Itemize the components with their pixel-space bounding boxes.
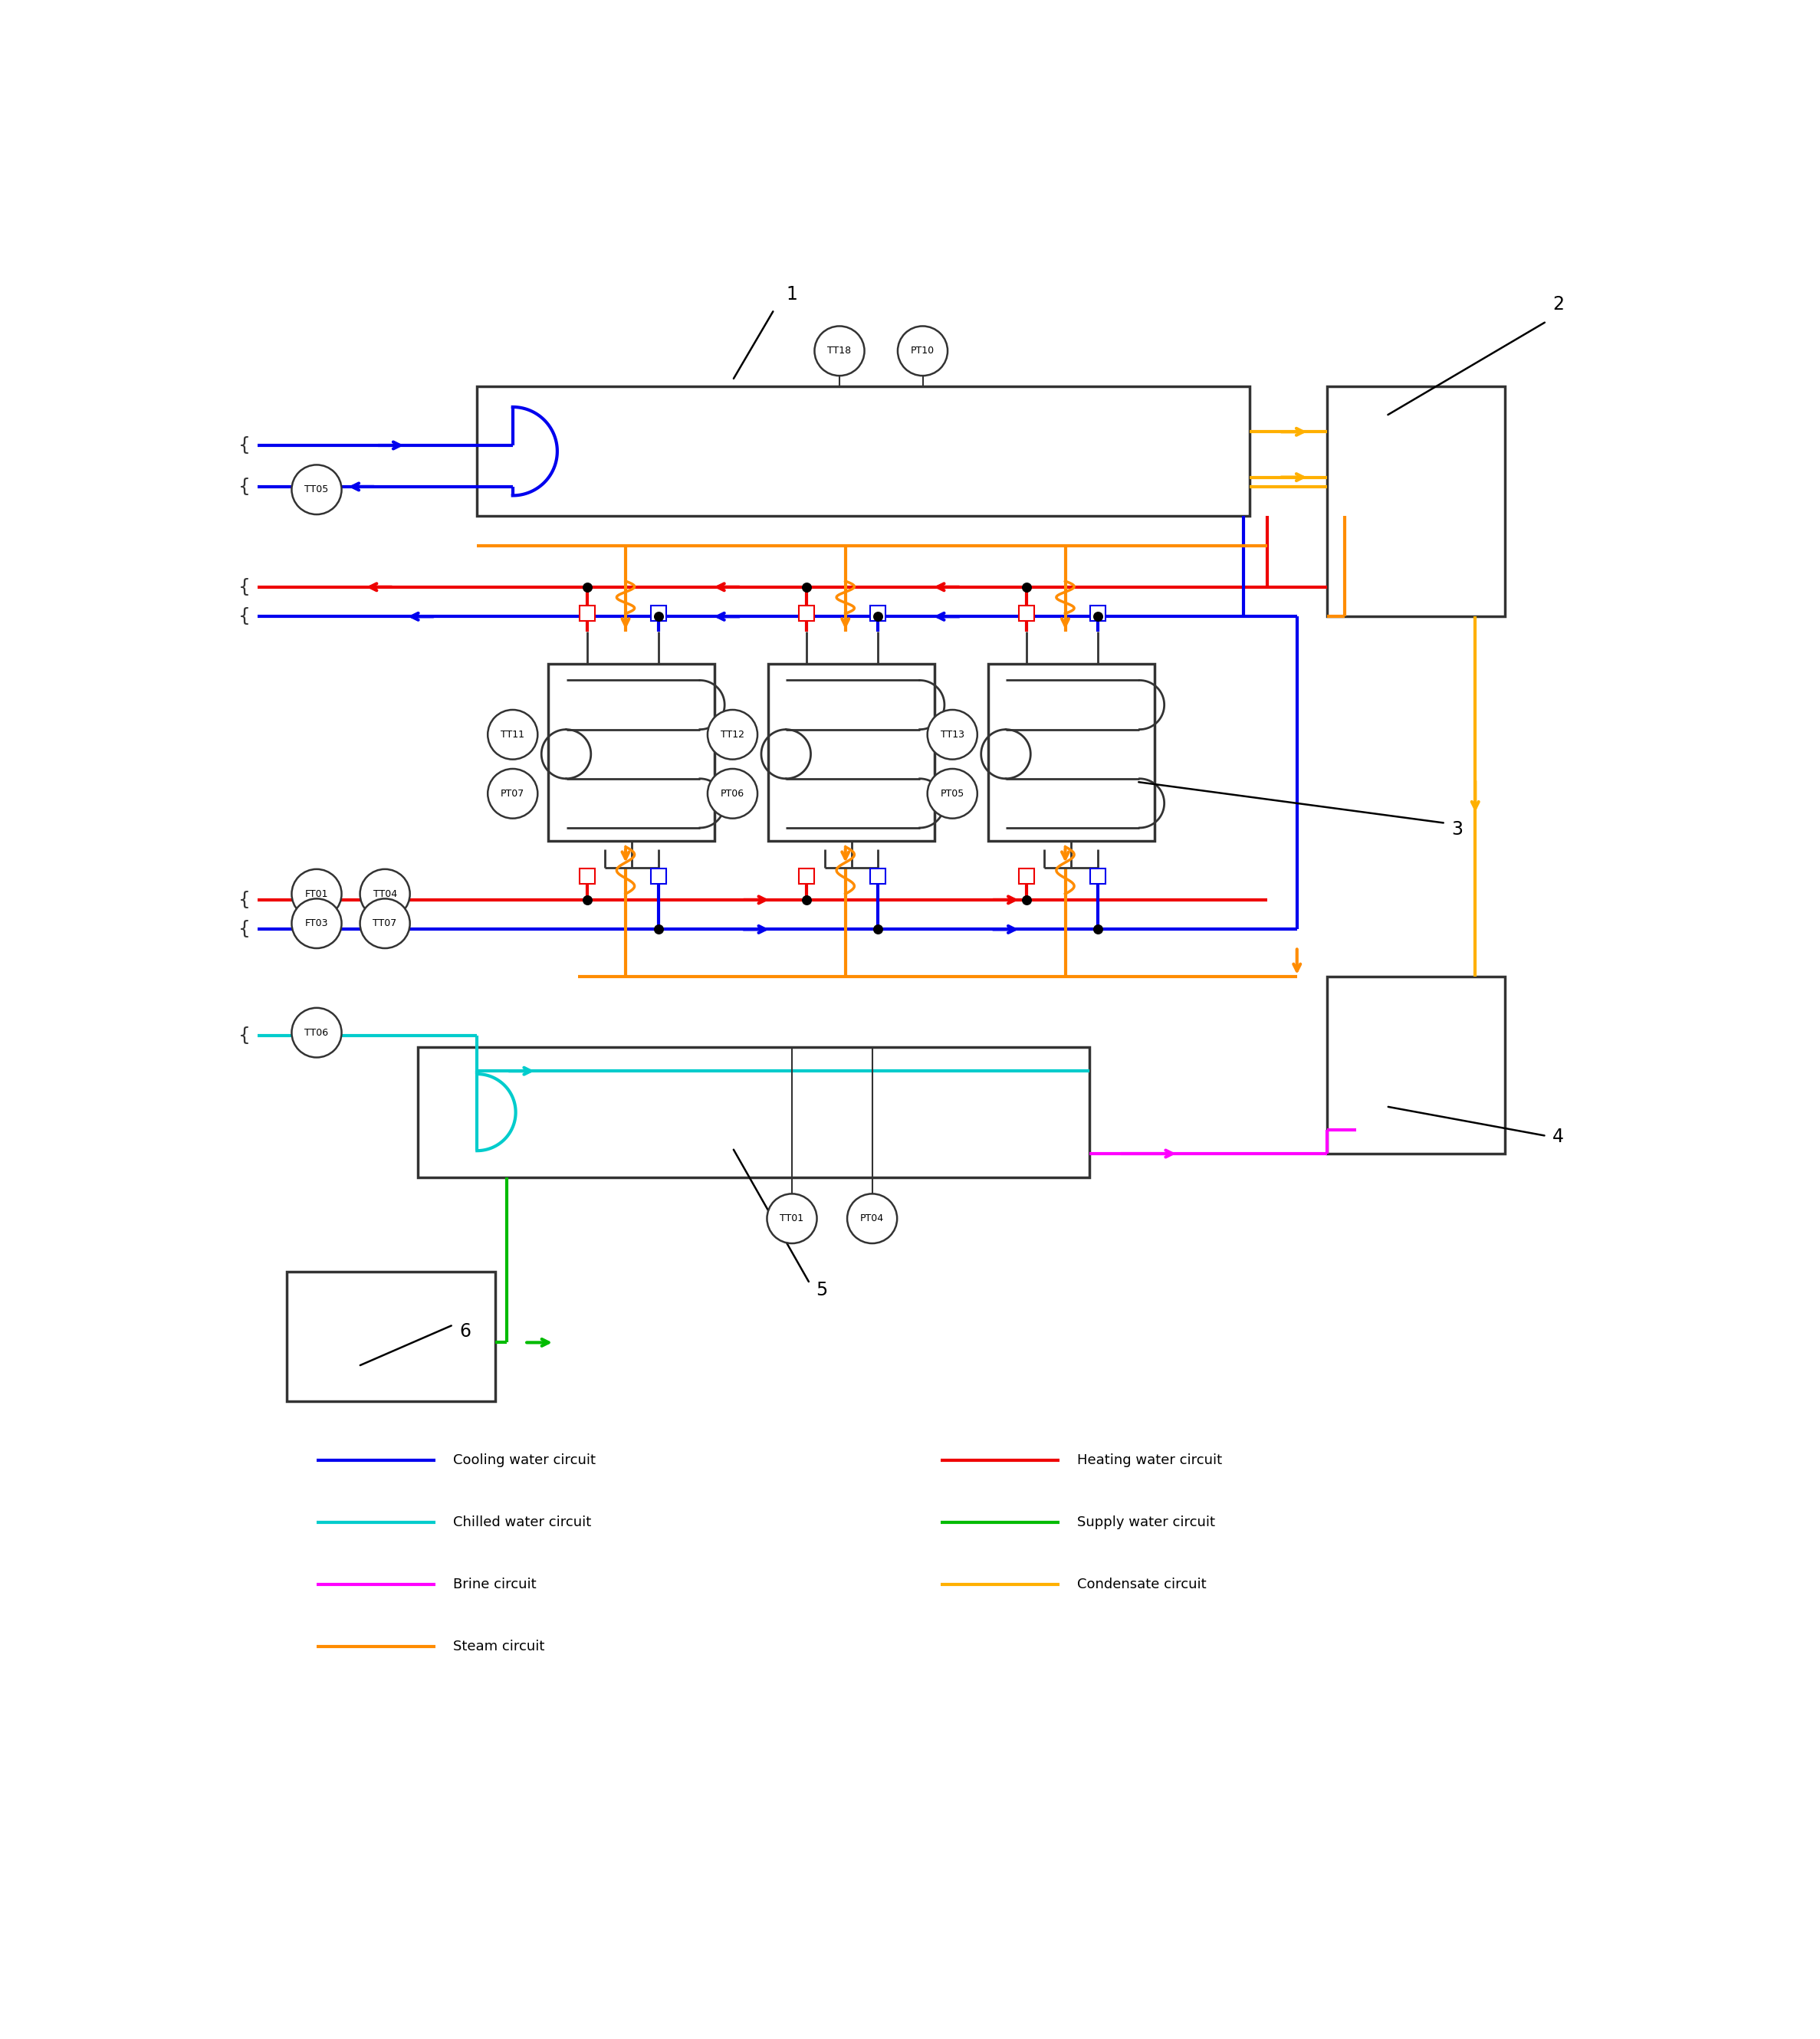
Bar xyxy=(1019,606,1034,622)
Bar xyxy=(1327,977,1505,1154)
Text: {: { xyxy=(238,477,251,495)
Text: 2: 2 xyxy=(1552,296,1563,314)
Text: 3: 3 xyxy=(1451,820,1463,838)
Point xyxy=(644,599,673,632)
Text: FT01: FT01 xyxy=(306,889,328,899)
Circle shape xyxy=(488,769,537,818)
Text: Condensate circuit: Condensate circuit xyxy=(1077,1578,1207,1590)
Bar xyxy=(477,385,1249,516)
Text: {: { xyxy=(238,891,251,909)
Text: 1: 1 xyxy=(786,285,797,304)
Text: Brine circuit: Brine circuit xyxy=(453,1578,537,1590)
Circle shape xyxy=(708,710,757,759)
Text: PT06: PT06 xyxy=(721,789,744,799)
Bar xyxy=(548,665,715,840)
Text: Heating water circuit: Heating water circuit xyxy=(1077,1454,1221,1468)
Circle shape xyxy=(291,465,342,514)
Circle shape xyxy=(928,769,977,818)
Circle shape xyxy=(291,1007,342,1058)
Circle shape xyxy=(488,710,537,759)
Text: 5: 5 xyxy=(815,1280,828,1299)
Text: TT12: TT12 xyxy=(721,730,744,740)
Bar xyxy=(1090,869,1105,885)
Text: TT06: TT06 xyxy=(304,1028,329,1038)
Text: TT11: TT11 xyxy=(501,730,524,740)
Point xyxy=(1012,883,1041,916)
Point xyxy=(1083,599,1112,632)
Bar xyxy=(1019,869,1034,885)
Text: 6: 6 xyxy=(459,1321,471,1340)
Circle shape xyxy=(360,869,410,920)
Circle shape xyxy=(291,899,342,948)
Point xyxy=(863,913,892,946)
Circle shape xyxy=(766,1193,817,1244)
Circle shape xyxy=(708,769,757,818)
Point xyxy=(792,571,821,604)
Bar xyxy=(799,869,815,885)
Bar xyxy=(870,869,886,885)
Text: Chilled water circuit: Chilled water circuit xyxy=(453,1515,592,1529)
Point xyxy=(644,913,673,946)
Text: 4: 4 xyxy=(1552,1128,1563,1146)
Bar xyxy=(799,606,815,622)
Text: TT01: TT01 xyxy=(781,1213,804,1223)
Circle shape xyxy=(928,710,977,759)
Text: {: { xyxy=(238,608,251,626)
Point xyxy=(792,883,821,916)
Text: PT07: PT07 xyxy=(501,789,524,799)
Bar xyxy=(1327,385,1505,616)
Text: {: { xyxy=(238,920,251,938)
Text: PT04: PT04 xyxy=(861,1213,885,1223)
Text: FT03: FT03 xyxy=(306,918,328,928)
Text: Steam circuit: Steam circuit xyxy=(453,1639,544,1654)
Text: TT13: TT13 xyxy=(941,730,965,740)
Bar xyxy=(650,869,666,885)
Circle shape xyxy=(897,326,948,375)
Text: {: { xyxy=(238,1026,251,1044)
Point xyxy=(863,599,892,632)
Bar xyxy=(870,606,886,622)
Bar xyxy=(988,665,1154,840)
Text: {: { xyxy=(238,577,251,595)
Text: PT05: PT05 xyxy=(941,789,965,799)
Text: {: { xyxy=(238,436,251,455)
Text: TT18: TT18 xyxy=(828,347,852,357)
Bar xyxy=(768,665,934,840)
Text: Cooling water circuit: Cooling water circuit xyxy=(453,1454,595,1468)
Circle shape xyxy=(291,869,342,920)
Bar xyxy=(579,606,595,622)
Circle shape xyxy=(846,1193,897,1244)
Text: PT10: PT10 xyxy=(910,347,935,357)
Bar xyxy=(417,1048,1088,1177)
Point xyxy=(573,883,602,916)
Bar xyxy=(1090,606,1105,622)
Point xyxy=(1083,913,1112,946)
Text: Supply water circuit: Supply water circuit xyxy=(1077,1515,1216,1529)
Bar xyxy=(288,1272,495,1401)
Circle shape xyxy=(815,326,865,375)
Circle shape xyxy=(360,899,410,948)
Text: TT05: TT05 xyxy=(304,485,329,495)
Point xyxy=(573,571,602,604)
Bar xyxy=(650,606,666,622)
Point xyxy=(1012,571,1041,604)
Text: TT07: TT07 xyxy=(373,918,397,928)
Bar xyxy=(579,869,595,885)
Text: TT04: TT04 xyxy=(373,889,397,899)
